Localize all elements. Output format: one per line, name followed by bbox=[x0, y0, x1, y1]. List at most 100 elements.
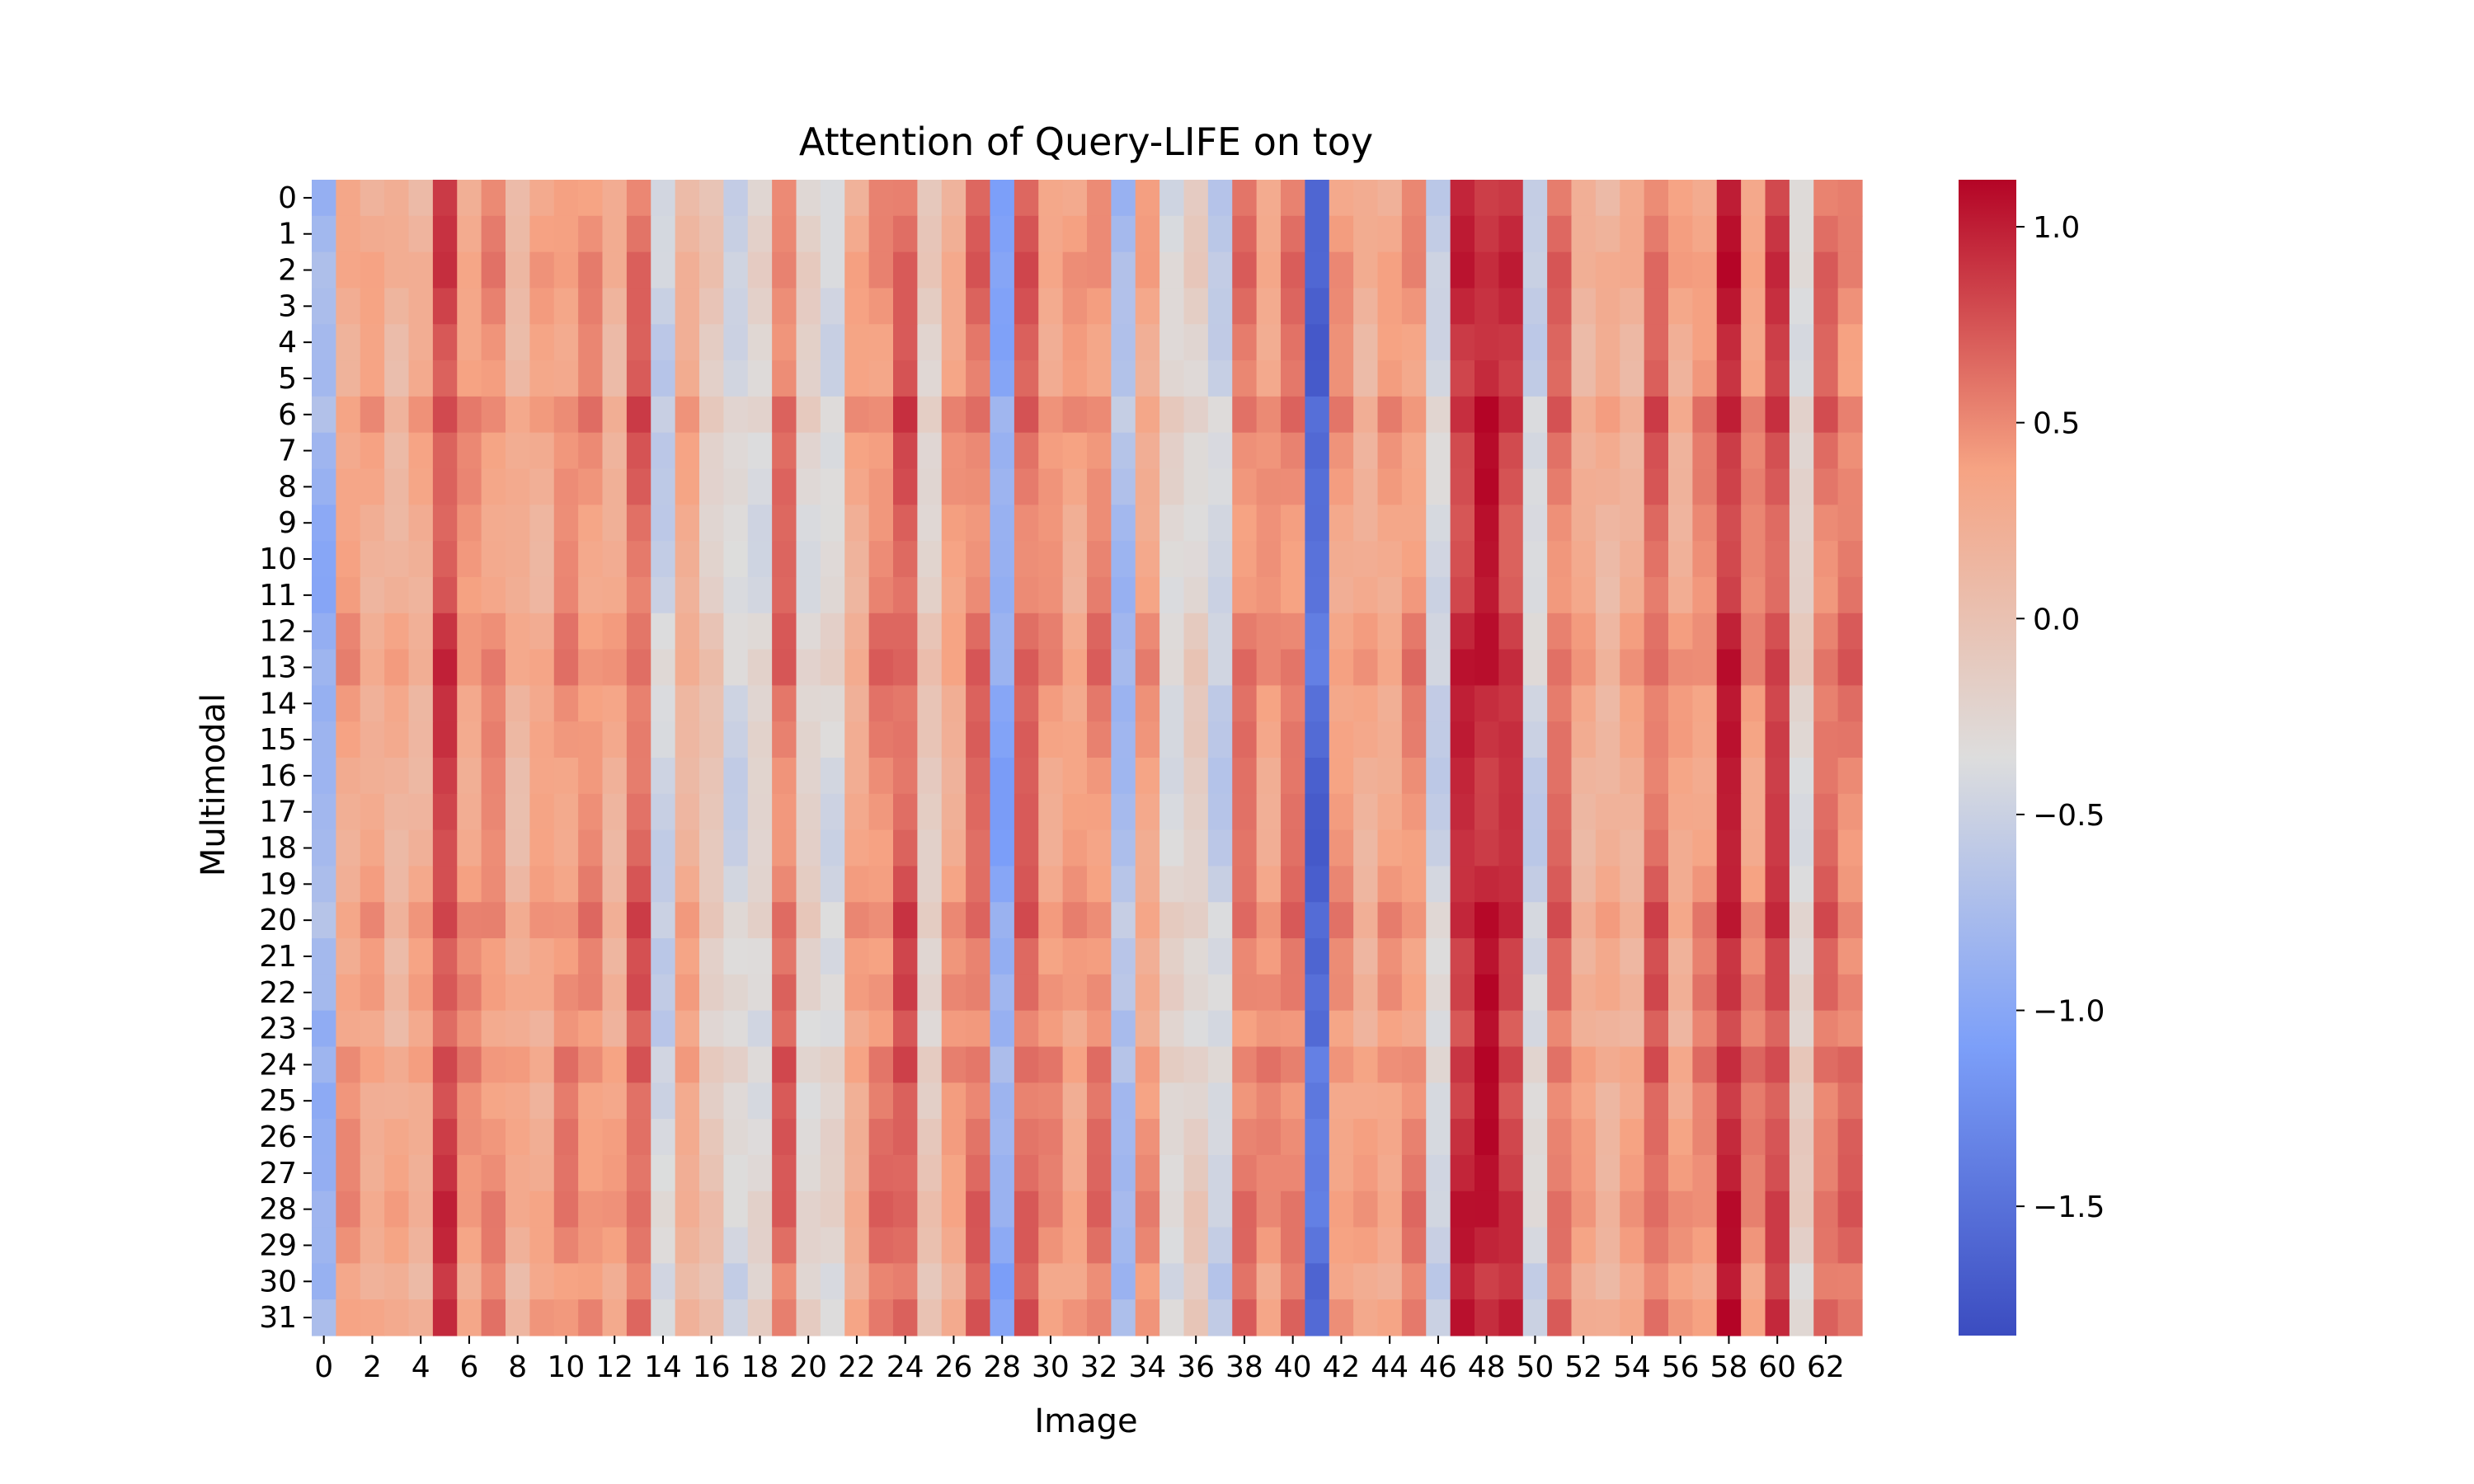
heatmap-cell bbox=[868, 1119, 894, 1156]
y-tick-label: 20 bbox=[259, 904, 297, 937]
heatmap-cell bbox=[1692, 829, 1718, 867]
heatmap-cell bbox=[1135, 1119, 1160, 1156]
heatmap-cell bbox=[1305, 576, 1330, 614]
heatmap-cell bbox=[1377, 432, 1403, 470]
heatmap-cell bbox=[360, 468, 385, 505]
heatmap-cell bbox=[1038, 938, 1064, 975]
heatmap-cell bbox=[747, 360, 773, 397]
heatmap-cell bbox=[820, 1010, 845, 1048]
heatmap-cell bbox=[360, 1154, 385, 1192]
heatmap-cell bbox=[675, 251, 700, 289]
heatmap-cell bbox=[408, 1082, 434, 1120]
heatmap-cell bbox=[432, 396, 458, 434]
heatmap-cell bbox=[506, 541, 530, 578]
heatmap-cell bbox=[868, 432, 894, 470]
heatmap-cell bbox=[820, 432, 845, 470]
heatmap-cell bbox=[1571, 721, 1597, 758]
heatmap-cell bbox=[1668, 505, 1693, 542]
heatmap-cell bbox=[893, 902, 918, 939]
heatmap-cell bbox=[1668, 468, 1693, 505]
heatmap-cell bbox=[1159, 215, 1185, 253]
heatmap-cell bbox=[1498, 1263, 1524, 1300]
heatmap-cell bbox=[723, 1263, 749, 1300]
heatmap-cell bbox=[699, 866, 724, 903]
heatmap-cell bbox=[1329, 829, 1354, 867]
heatmap-cell bbox=[1159, 396, 1185, 434]
heatmap-cell bbox=[553, 1227, 579, 1264]
heatmap-cell bbox=[1789, 288, 1814, 325]
heatmap-cell bbox=[893, 541, 918, 578]
heatmap-cell bbox=[1207, 1299, 1233, 1336]
heatmap-cell bbox=[481, 288, 506, 325]
heatmap-cell bbox=[1837, 685, 1863, 722]
heatmap-cell bbox=[893, 1227, 918, 1264]
heatmap-cell bbox=[626, 649, 651, 686]
heatmap-cell bbox=[868, 649, 894, 686]
heatmap-cell bbox=[941, 468, 967, 505]
heatmap-cell bbox=[675, 180, 700, 217]
heatmap-cell bbox=[1353, 288, 1379, 325]
heatmap-cell bbox=[481, 180, 506, 217]
heatmap-cell bbox=[1377, 1154, 1403, 1192]
heatmap-cell bbox=[1765, 288, 1790, 325]
heatmap-cell bbox=[1741, 468, 1766, 505]
heatmap-cell bbox=[1377, 758, 1403, 795]
heatmap-cell bbox=[1014, 974, 1039, 1012]
heatmap-cell bbox=[312, 468, 336, 505]
heatmap-cell bbox=[312, 1154, 336, 1192]
heatmap-cell bbox=[966, 360, 991, 397]
heatmap-cell bbox=[312, 324, 336, 361]
heatmap-cell bbox=[1135, 902, 1160, 939]
heatmap-cell bbox=[336, 468, 361, 505]
y-tick-label: 11 bbox=[259, 579, 297, 613]
heatmap-cell bbox=[578, 866, 604, 903]
heatmap-cell bbox=[796, 576, 821, 614]
heatmap-cell bbox=[1377, 288, 1403, 325]
heatmap-cell bbox=[1159, 180, 1185, 217]
heatmap-cell bbox=[1159, 1154, 1185, 1192]
heatmap-cell bbox=[1305, 758, 1330, 795]
heatmap-cell bbox=[1135, 938, 1160, 975]
heatmap-cell bbox=[360, 1227, 385, 1264]
heatmap-cell bbox=[602, 1010, 628, 1048]
heatmap-cell bbox=[312, 1227, 336, 1264]
heatmap-cell bbox=[1329, 1046, 1354, 1083]
heatmap-cell bbox=[1620, 613, 1645, 650]
heatmap-cell bbox=[529, 902, 555, 939]
heatmap-cell bbox=[1450, 758, 1475, 795]
heatmap-cell bbox=[651, 505, 676, 542]
heatmap-cell bbox=[844, 324, 870, 361]
heatmap-cell bbox=[1159, 360, 1185, 397]
heatmap-cell bbox=[1329, 721, 1354, 758]
heatmap-cell bbox=[1716, 685, 1742, 722]
heatmap-cell bbox=[529, 1227, 555, 1264]
heatmap-cell bbox=[1305, 1046, 1330, 1083]
heatmap-cell bbox=[1426, 1299, 1451, 1336]
heatmap-cell bbox=[893, 215, 918, 253]
heatmap-cell bbox=[432, 1119, 458, 1156]
heatmap-cell bbox=[1207, 576, 1233, 614]
heatmap-cell bbox=[1813, 829, 1839, 867]
heatmap-cell bbox=[1353, 685, 1379, 722]
heatmap-cell bbox=[1644, 1299, 1669, 1336]
heatmap-cell bbox=[893, 829, 918, 867]
heatmap-cell bbox=[1135, 1227, 1160, 1264]
heatmap-cell bbox=[747, 576, 773, 614]
heatmap-cell bbox=[844, 1299, 870, 1336]
heatmap-cell bbox=[1281, 685, 1305, 722]
heatmap-cell bbox=[457, 1082, 482, 1120]
heatmap-cell bbox=[602, 541, 628, 578]
heatmap-cell bbox=[1644, 793, 1669, 831]
heatmap-cell bbox=[1644, 576, 1669, 614]
heatmap-cell bbox=[1329, 1154, 1354, 1192]
heatmap-cell bbox=[1014, 866, 1039, 903]
heatmap-cell bbox=[1716, 468, 1742, 505]
heatmap-cell bbox=[626, 1119, 651, 1156]
heatmap-cell bbox=[1620, 1190, 1645, 1228]
heatmap-cell bbox=[1111, 685, 1136, 722]
heatmap-cell bbox=[1038, 360, 1064, 397]
heatmap-cell bbox=[1014, 938, 1039, 975]
heatmap-cell bbox=[1571, 396, 1597, 434]
heatmap-cell bbox=[1401, 649, 1427, 686]
heatmap-cell bbox=[1498, 324, 1524, 361]
